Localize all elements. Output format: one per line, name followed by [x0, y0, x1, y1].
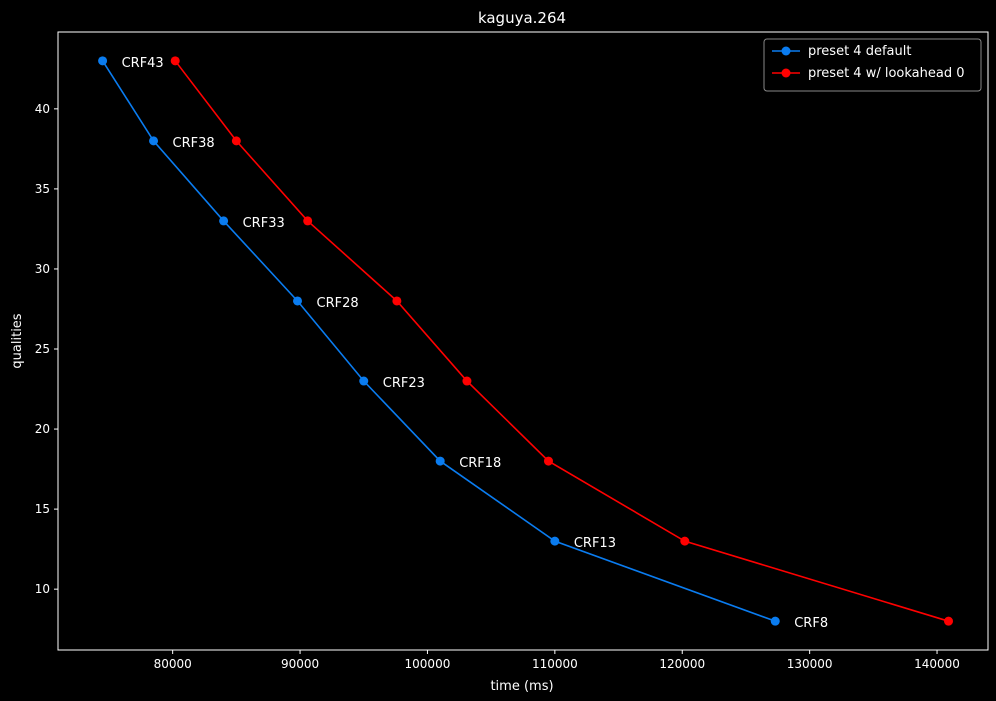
series-line-1 — [101, 60, 776, 622]
legend-marker — [781, 68, 791, 78]
legend-label: preset 4 w/ lookahead 0 — [808, 66, 965, 81]
data-point — [680, 536, 690, 546]
x-tick-label: 120000 — [659, 657, 705, 671]
data-point — [293, 296, 303, 306]
data-point — [303, 216, 313, 226]
legend-box — [763, 38, 982, 92]
legend-label: preset 4 default — [808, 44, 911, 59]
x-tick-label: 80000 — [154, 657, 192, 671]
data-point — [98, 56, 108, 66]
y-tick-label: 35 — [35, 182, 50, 196]
y-tick-label: 20 — [35, 422, 50, 436]
point-label: CRF43 — [122, 56, 164, 71]
data-point — [392, 296, 402, 306]
x-axis-label: time (ms) — [490, 679, 553, 694]
point-label: CRF18 — [459, 456, 501, 471]
legend: preset 4 default preset 4 w/ lookahead 0 — [763, 38, 982, 92]
point-label: CRF38 — [173, 136, 215, 151]
series-line-2 — [174, 60, 949, 622]
data-point — [543, 456, 553, 466]
point-label: CRF23 — [383, 376, 425, 391]
y-axis: 10 15 20 25 30 35 40 — [35, 102, 58, 596]
data-point — [944, 616, 954, 626]
data-point — [770, 616, 780, 626]
legend-marker — [781, 46, 791, 56]
x-tick-label: 130000 — [787, 657, 833, 671]
series-layer — [98, 56, 954, 626]
data-point — [462, 376, 472, 386]
x-axis: 80000 90000 100000 110000 120000 130000 140000 — [154, 650, 960, 671]
y-tick-label: 40 — [35, 102, 50, 116]
point-label: CRF28 — [317, 296, 359, 311]
x-tick-label: 140000 — [914, 657, 960, 671]
y-tick-label: 30 — [35, 262, 50, 276]
point-label: CRF13 — [574, 536, 616, 551]
data-point — [359, 376, 369, 386]
data-point — [149, 136, 159, 146]
x-tick-label: 110000 — [532, 657, 578, 671]
point-label: CRF8 — [794, 616, 828, 631]
point-labels: CRF43 CRF38 CRF33 CRF28 CRF23 CRF18 CRF13 CRF8 — [122, 56, 829, 631]
x-tick-label: 90000 — [281, 657, 319, 671]
point-label: CRF33 — [243, 216, 285, 231]
y-tick-label: 15 — [35, 502, 50, 516]
chart-title: kaguya.264 — [478, 9, 566, 27]
y-axis-label: qualities — [10, 313, 25, 368]
data-point — [219, 216, 229, 226]
x-tick-label: 100000 — [405, 657, 451, 671]
data-point — [231, 136, 241, 146]
y-tick-label: 25 — [35, 342, 50, 356]
data-point — [550, 536, 560, 546]
plot-area-frame — [57, 31, 989, 651]
data-point — [435, 456, 445, 466]
y-tick-label: 10 — [35, 582, 50, 596]
data-point — [170, 56, 180, 66]
